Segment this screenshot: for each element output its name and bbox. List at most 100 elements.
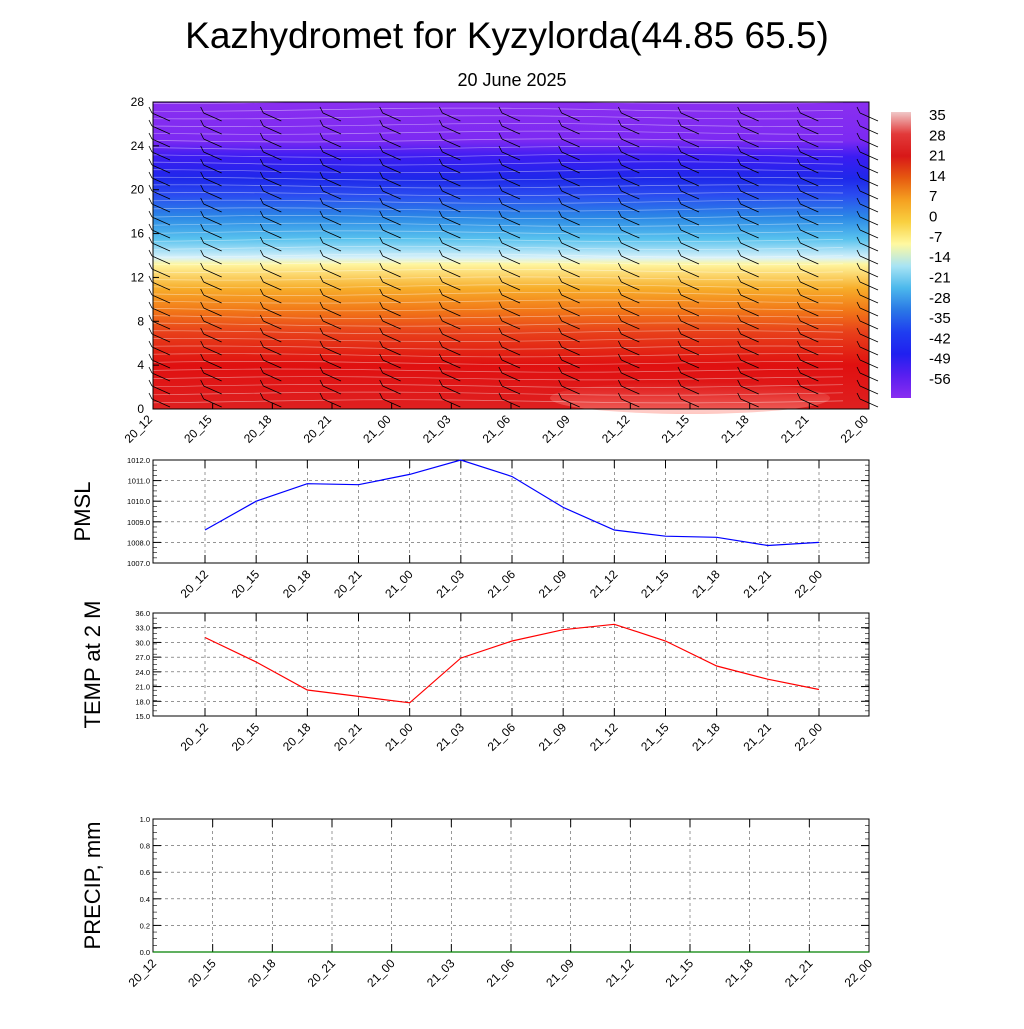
wind-barb [561,242,580,252]
wind-barb [561,125,580,135]
wind-barb-flag [558,223,563,231]
wind-barb [501,203,521,213]
wind-barb [501,216,521,226]
wind-barb [740,216,759,226]
series-line [204,623,820,704]
wind-barb-flag [319,210,324,218]
wind-barb-flag [379,353,384,361]
wind-barb [680,216,700,226]
wind-barb-flag [617,275,622,283]
wind-barb-flag [856,223,861,231]
wind-barb [263,359,282,369]
wind-barb-flag [259,171,264,179]
wind-barb [203,229,222,239]
wind-barb-flag [498,327,503,335]
wind-barb-flag [856,366,861,374]
wind-barb [740,320,759,330]
wind-barb [442,320,461,330]
wind-barb [800,112,819,122]
wind-barb [621,216,640,226]
wind-barb-flag [148,132,153,140]
x-tick-label: 20_18 [245,956,279,990]
wind-barb [740,177,759,187]
wind-barb-flag [617,158,622,166]
wind-barb-flag [498,197,503,205]
y-tick-label: 1008.0 [127,538,150,547]
wind-barbs [148,106,879,408]
wind-barb-flag [558,392,563,400]
wind-barb-flag [677,275,682,283]
isotherm [152,284,843,289]
wind-barb [382,372,401,382]
wind-barb-flag [498,145,503,153]
wind-barb-flag [856,184,861,192]
wind-barb-flag [259,223,264,231]
y-tick-label: 30.0 [135,638,150,647]
y-tick-label: 0.4 [140,895,150,904]
wind-barb-flag [677,314,682,322]
wind-barb-flag [200,210,205,218]
y-tick-label: 36.0 [135,609,150,618]
wind-barb [680,255,700,265]
wind-barb-flag [677,379,682,387]
wind-barb [203,281,222,291]
isotherm [152,361,843,365]
wind-barb-flag [796,327,801,335]
wind-barb-flag [259,392,264,400]
wind-barb [382,385,401,395]
wind-barb [621,320,640,330]
wind-barb [263,320,282,330]
wind-barb-flag [319,223,324,231]
y-tick-label: 21.0 [135,683,150,692]
wind-barb-flag [259,106,264,114]
wind-barb [740,307,759,317]
y-tick-label: 15.0 [135,712,150,721]
wind-barb-flag [200,158,205,166]
wind-barb [442,307,461,317]
wind-barb-flag [617,145,622,153]
wind-barb [740,385,759,395]
wind-barb-flag [617,301,622,309]
wind-barb-flag [319,301,324,309]
wind-barb-flag [148,145,153,153]
y-tick-label: 18.0 [135,697,150,706]
wind-barb [322,125,342,135]
colorbar-label: -7 [929,229,942,246]
wind-barb-flag [856,145,861,153]
wind-barb [800,385,819,395]
wind-barb [263,203,282,213]
wind-barb-flag [677,171,682,179]
x-tick-label: 21_15 [638,567,672,601]
wind-barb [800,333,819,343]
y-tick-label: 1009.0 [127,518,150,527]
wind-barb-flag [438,379,443,387]
wind-barb [501,333,521,343]
isotherm [152,215,844,220]
wind-barb-flag [796,340,801,348]
wind-barb-flag [796,314,801,322]
wind-barb-flag [200,379,205,387]
wind-barb [322,151,342,161]
wind-barb [561,203,580,213]
wind-barb [151,216,171,226]
wind-barb-flag [617,197,622,205]
wind-barb-flag [558,171,563,179]
isotherm [152,153,844,158]
wind-barb-flag [259,197,264,205]
wind-barb-flag [677,119,682,127]
wind-barb [740,372,759,382]
wind-barb [322,281,342,291]
x-tick-label: 21_18 [718,412,752,446]
wind-barb [501,255,521,265]
wind-barb [501,281,521,291]
wind-barb-flag [200,366,205,374]
wind-barb-flag [856,288,861,296]
wind-barb [442,138,461,148]
x-tick-label: 21_12 [603,956,637,990]
wind-barb [800,242,819,252]
cross-section-field [153,102,869,409]
wind-barb [322,138,342,148]
isotherm [152,123,844,127]
wind-barb [800,268,819,278]
